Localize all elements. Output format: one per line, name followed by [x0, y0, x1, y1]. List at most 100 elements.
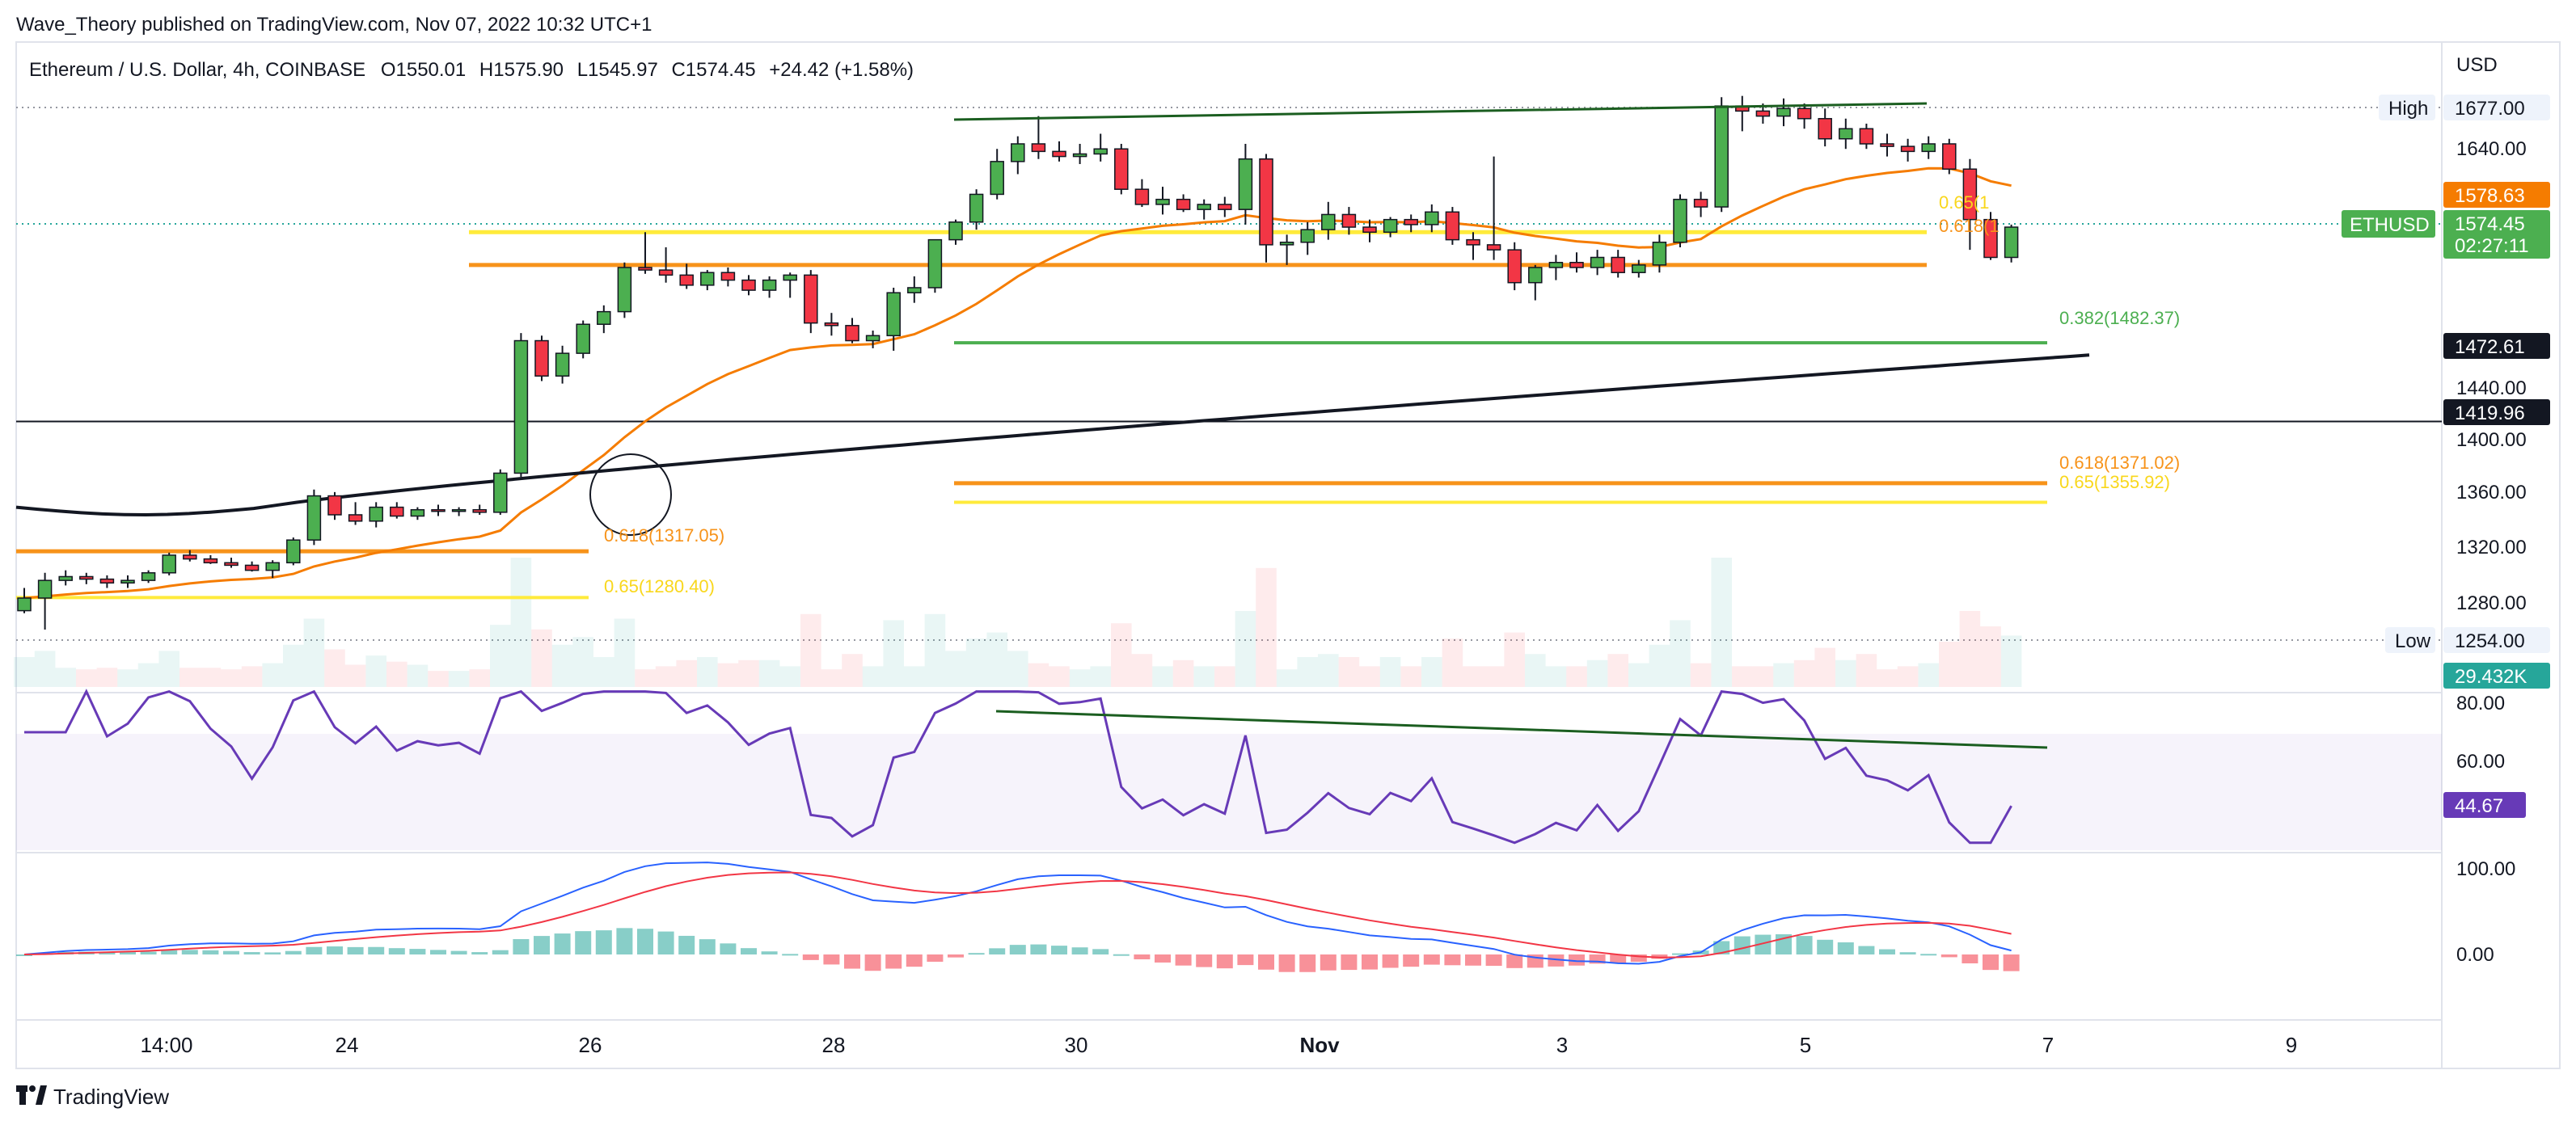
candle [1776, 98, 1791, 127]
macd-histogram-bar [388, 948, 405, 954]
rsi-tick: 80.00 [2456, 693, 2505, 714]
volume-bar [697, 657, 718, 687]
svg-text:44.67: 44.67 [2455, 795, 2503, 817]
ema-slow-line [15, 353, 2090, 517]
candle-body [907, 287, 922, 293]
time-axis[interactable]: 14:00 24 26 28 30 Nov 3 5 7 9 [140, 1033, 2297, 1057]
candle-body [203, 558, 218, 564]
hline-price-label: 1419.96 [2443, 399, 2550, 425]
svg-text:1254.00: 1254.00 [2455, 630, 2525, 652]
candle [1466, 232, 1480, 260]
symbol-legend[interactable]: Ethereum / U.S. Dollar, 4h, COINBASE O15… [29, 59, 914, 81]
candle-body [513, 339, 529, 474]
price-trendline[interactable] [953, 102, 1928, 121]
volume-bar [283, 644, 304, 687]
candle-body [224, 562, 239, 567]
candle-body [1155, 198, 1170, 205]
time-tick: Nov [1299, 1033, 1340, 1057]
candle [513, 333, 529, 478]
candle-body [534, 339, 549, 377]
macd-histogram-bar [264, 952, 281, 954]
candle [244, 561, 260, 572]
candle-body [555, 352, 570, 377]
candle [203, 554, 218, 564]
candle [2004, 224, 2019, 263]
macd-histogram-bar [1403, 954, 1420, 967]
candle-body [99, 578, 115, 584]
candle [1962, 158, 1978, 251]
volume-bar [1711, 558, 1732, 687]
candle-body [1797, 107, 1812, 120]
price-axis[interactable]: USD 1640.00 1440.00 1400.00 1360.00 1320… [2456, 54, 2527, 614]
macd-histogram-bar [1030, 944, 1047, 954]
macd-histogram-bar [1362, 954, 1378, 970]
macd-histogram-bar [534, 936, 550, 954]
fib-label-low-065: 0.65(1280.40) [604, 576, 715, 596]
volume-bar [1338, 657, 1360, 687]
candle [120, 575, 135, 588]
volume-bar [1131, 654, 1153, 687]
volume-bar [1586, 659, 1608, 687]
macd-histogram-bar [1465, 954, 1481, 966]
rsi-indicator [24, 689, 2012, 845]
macd-histogram-bar [802, 954, 819, 960]
volume-bar [1980, 626, 2001, 687]
candle-body [824, 322, 839, 327]
candlestick-series[interactable] [17, 95, 2019, 630]
macd-tick: 0.00 [2456, 944, 2494, 966]
candle [1197, 199, 1211, 220]
macd-histogram-bar [761, 951, 778, 954]
macd-histogram-bar [575, 931, 592, 954]
candle [1632, 259, 1646, 278]
candle-body [1673, 198, 1687, 243]
ohlc-change: +24.42 (+1.58%) [769, 59, 914, 81]
volume-bar [1256, 567, 1277, 687]
volume-bar [1628, 663, 1649, 687]
volume-bar [1028, 663, 1049, 687]
macd-histogram-bar [1837, 942, 1854, 954]
candle [1011, 136, 1025, 175]
candle-body [306, 495, 322, 541]
macd-histogram-bar [1320, 954, 1337, 971]
svg-text:29.432K: 29.432K [2455, 666, 2527, 688]
candle [1218, 196, 1232, 217]
rsi-trendline[interactable] [995, 710, 2048, 749]
volume-bar [34, 651, 56, 687]
volume-bar [200, 668, 222, 687]
candle-body [804, 274, 818, 324]
volume-bar [490, 625, 511, 687]
rsi-axis[interactable]: 80.00 60.00 [2456, 693, 2505, 773]
macd-histogram-bar [181, 950, 198, 954]
macd-histogram-bar [285, 950, 302, 954]
volume-bar [614, 618, 636, 687]
candle [1942, 138, 1957, 175]
candle [58, 570, 73, 586]
candle-body [1445, 211, 1460, 241]
volume-bar [1607, 654, 1628, 687]
volume-bar [1111, 623, 1132, 687]
macd-histogram-bar [782, 954, 799, 956]
macd-histogram-bar [885, 954, 902, 969]
candle [224, 558, 239, 568]
candle [451, 507, 467, 516]
fib-label-green-0382: 0.382(1482.37) [2059, 308, 2180, 328]
candle [348, 502, 363, 525]
macd-histogram-bar [616, 928, 633, 954]
macd-histogram-bar [1672, 953, 1688, 955]
candle [369, 502, 383, 528]
candle [1839, 118, 1853, 150]
volume-bar [821, 669, 842, 687]
macd-histogram-bar [1755, 934, 1772, 954]
candle [1031, 116, 1046, 159]
candle-body [597, 310, 611, 325]
tradingview-logo[interactable]: TradingView [16, 1085, 169, 1109]
volume-bar [324, 649, 345, 687]
volume-bar [1773, 663, 1794, 687]
candle-body [1425, 211, 1439, 225]
macd-histogram-bar [720, 943, 737, 954]
macd-axis[interactable]: 100.00 0.00 [2456, 858, 2515, 966]
macd-histogram-bar [1258, 954, 1274, 970]
candle-body [969, 193, 984, 223]
circle-annotation[interactable] [589, 453, 672, 536]
